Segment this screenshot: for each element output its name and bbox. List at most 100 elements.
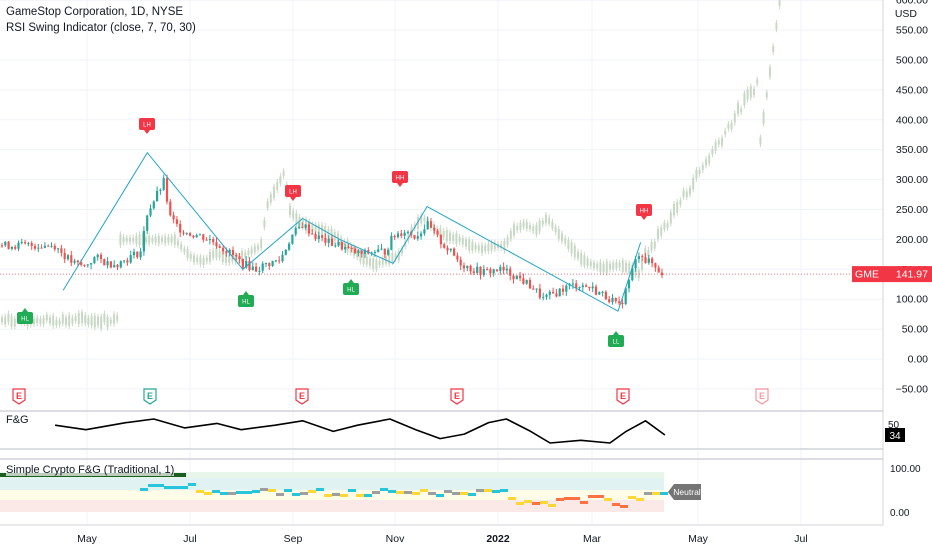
ghost-candle [452,234,455,242]
crypto-step [164,486,172,489]
ghost-candle [772,46,775,52]
price-candle [604,291,607,300]
ghost-candle [487,243,490,251]
ghost-candle [625,262,627,272]
price-candle [420,233,423,237]
ghost-candle [532,226,535,232]
time-axis-tick: Jul [183,533,196,545]
fg-value-badge [885,428,905,442]
swing-zigzag [62,151,642,312]
price-candle [99,254,103,260]
price-candle [106,261,109,266]
ghost-candle [593,262,595,268]
ghost-candle [129,237,131,242]
price-candle [495,269,499,271]
price-candle [492,269,495,274]
earnings-marker[interactable]: E [143,388,157,405]
price-candle [558,288,561,297]
ghost-candle [250,248,253,254]
price-candle [297,226,301,229]
price-candle [631,268,634,281]
last-price-symbol: GME [855,269,879,281]
price-candle [126,260,129,263]
ghost-candle [529,225,531,229]
ghost-candle [497,244,499,248]
ghost-candle [346,240,349,253]
ghost-candle [461,238,464,245]
price-candle [581,285,584,288]
price-candle [657,267,660,273]
price-candle [47,245,50,247]
ghost-candle [228,254,231,264]
price-candle [426,221,429,230]
earnings-marker[interactable]: E [450,388,464,405]
price-candle [96,254,99,258]
ghost-candle [55,319,58,326]
price-candle [548,291,551,295]
ghost-candle [135,235,138,244]
time-axis-tick: Jul [794,533,807,545]
indicator-title[interactable]: RSI Swing Indicator (close, 7, 70, 30) [6,22,196,34]
grid [0,0,883,525]
price-candle [172,215,175,220]
ghost-candle [465,239,467,247]
ghost-candle [145,237,147,243]
fg-pane-title[interactable]: F&G [6,414,29,426]
ghost-candle [538,220,541,232]
ghost-candle [225,253,227,263]
price-candle [330,238,334,246]
ghost-candle [113,314,115,324]
crypto-step [300,492,308,495]
crypto-step [188,483,196,486]
ghost-candle [52,315,55,326]
price-candle [66,255,70,260]
swing-label-box [238,295,254,307]
price-candle [654,263,657,268]
earnings-marker[interactable]: E [12,388,26,405]
price-candle [433,227,436,231]
crypto-step [636,498,644,501]
price-candle [522,278,525,284]
swing-label: LH [285,185,301,201]
ghost-candle [151,237,154,242]
ghost-candle [295,213,298,225]
price-candle [542,296,545,298]
price-axis-tick: 500.00 [896,55,928,67]
ghost-candle [369,258,371,266]
crypto-pane-title[interactable]: Simple Crypto F&G (Traditional, 1) [6,464,175,476]
ghost-candle [455,233,458,245]
ghost-candle [535,224,538,235]
ghost-candle [276,182,279,191]
crypto-step [412,492,420,495]
ghost-candle [77,313,80,324]
price-axis-tick: 200.00 [896,234,928,246]
ghost-candle [705,159,707,166]
crypto-step [604,498,612,501]
earnings-marker[interactable]: E [755,388,769,405]
price-candle [80,262,83,265]
price-candle [311,233,314,235]
price-candle [403,232,406,236]
ghost-candle [762,112,765,124]
price-candle [10,246,13,249]
ghost-candle [612,262,615,270]
earnings-marker-shape [450,388,464,405]
ghost-candle [125,237,128,242]
ghost-candle [743,93,746,106]
ghost-candle [273,186,275,198]
crypto-step [156,484,164,487]
ghost-candle [74,316,77,322]
ghost-candle [685,191,688,198]
earnings-marker-text: E [16,391,22,401]
swing-label-text: HL [21,317,29,323]
price-candle [651,258,654,264]
earnings-marker[interactable]: E [295,388,309,405]
price-candle [588,286,591,289]
currency-label: USD [895,8,918,20]
price-candle [614,297,617,302]
earnings-marker[interactable]: E [616,388,630,405]
ghost-candle [269,194,272,203]
ghost-candle [746,89,749,100]
